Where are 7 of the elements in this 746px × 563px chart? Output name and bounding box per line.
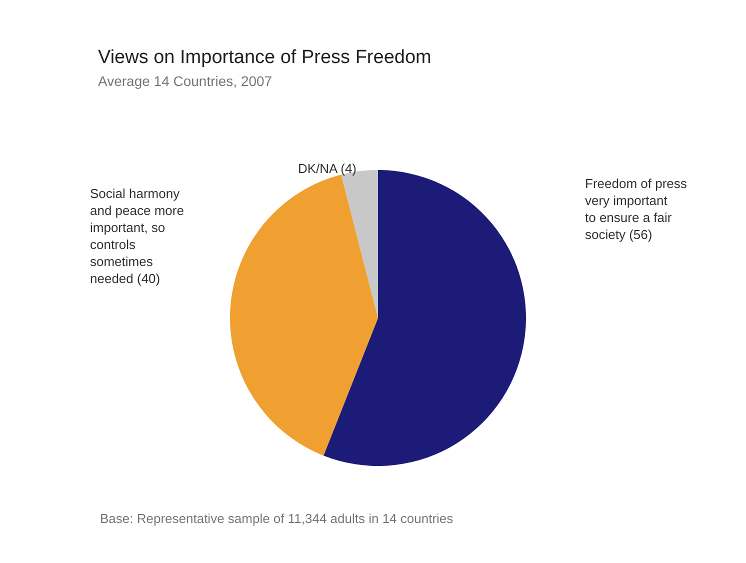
chart-title: Views on Importance of Press Freedom: [98, 47, 432, 68]
slice-label: Social harmony and peace more important, so controls sometimes needed (40): [90, 186, 184, 286]
pie-slice: [230, 174, 378, 456]
slice-label: DK/NA (4): [298, 161, 357, 176]
slice-label: Freedom of press very important to ensure a fair society (56): [585, 176, 688, 242]
text: Base: Representative sample of 11,344 adults in 14 countries: [100, 511, 454, 526]
chart-subtitle: Average 14 Countries, 2007: [98, 73, 272, 89]
